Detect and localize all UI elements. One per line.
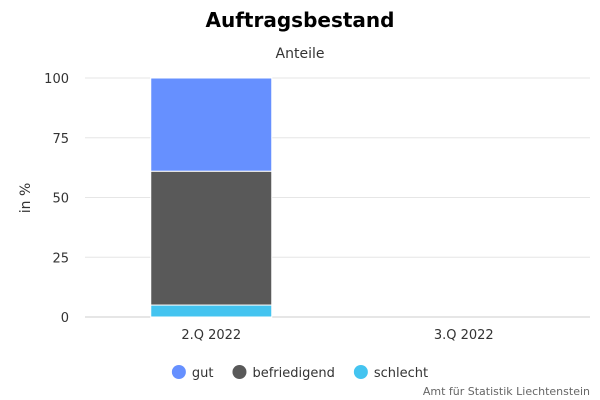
chart-title: Auftragsbestand <box>206 8 395 32</box>
legend-marker-gut <box>171 365 186 379</box>
y-tick-labels: 0 25 50 75 100 <box>44 72 69 326</box>
y-tick-label: 100 <box>44 72 69 87</box>
y-tick-label: 75 <box>52 132 69 147</box>
bar-gut-0[interactable] <box>150 77 273 172</box>
legend-item-schlecht[interactable]: schlecht <box>353 365 428 381</box>
legend: gut befriedigend schlecht <box>171 365 428 381</box>
bars <box>150 77 273 318</box>
bar-befriedigend-0[interactable] <box>150 170 273 306</box>
bar-schlecht-0[interactable] <box>150 304 273 318</box>
legend-marker-schlecht <box>353 365 368 379</box>
chart-subtitle: Anteile <box>276 46 325 62</box>
credit[interactable]: Amt für Statistik Liechtenstein <box>423 385 590 398</box>
x-tick-labels: 2.Q 2022 3.Q 2022 <box>181 328 493 343</box>
legend-label: schlecht <box>374 366 428 381</box>
y-tick-label: 50 <box>52 192 69 207</box>
legend-label: befriedigend <box>252 366 334 381</box>
legend-item-befriedigend[interactable]: befriedigend <box>232 365 335 381</box>
y-tick-label: 25 <box>52 251 69 266</box>
x-tick-label: 2.Q 2022 <box>181 328 241 343</box>
y-axis-label: in % <box>18 183 34 214</box>
legend-label: gut <box>192 366 214 381</box>
x-tick-label: 3.Q 2022 <box>434 328 494 343</box>
y-tick-label: 0 <box>61 311 69 326</box>
legend-item-gut[interactable]: gut <box>171 365 214 381</box>
legend-marker-befriedigend <box>232 365 247 379</box>
